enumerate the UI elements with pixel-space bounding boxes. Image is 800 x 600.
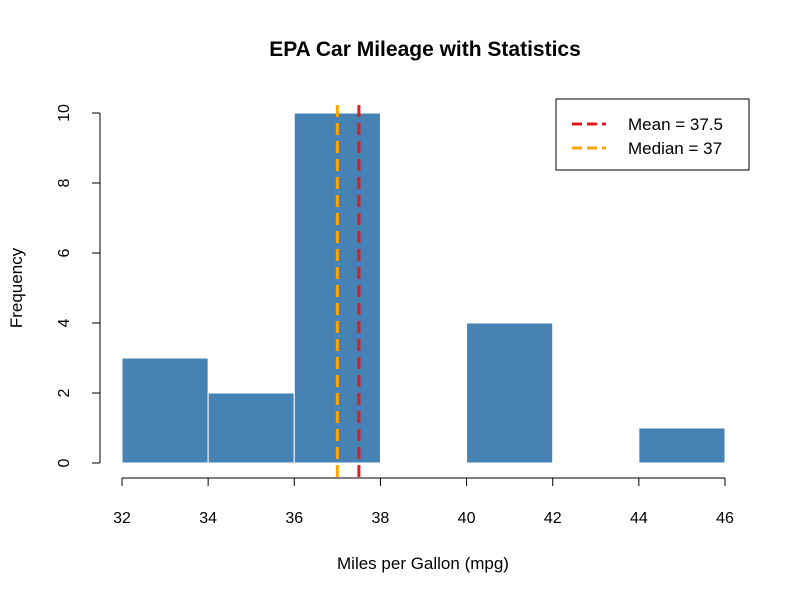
x-tick-label: 44: [630, 510, 648, 527]
y-tick-label: 4: [56, 318, 73, 327]
x-tick-label: 46: [716, 510, 734, 527]
chart-title: EPA Car Mileage with Statistics: [269, 38, 581, 61]
y-tick-label: 6: [56, 248, 73, 257]
x-axis-label: Miles per Gallon (mpg): [337, 554, 509, 573]
x-tick-label: 42: [544, 510, 562, 527]
legend-label: Median = 37: [628, 139, 722, 158]
x-tick-label: 32: [113, 510, 131, 527]
x-axis: 32 34 36 38 40 42 44 46: [113, 477, 734, 527]
legend: Mean = 37.5 Median = 37: [555, 98, 750, 171]
reference-lines: [335, 105, 361, 478]
y-tick-label: 8: [56, 178, 73, 187]
y-axis: 0 2 4 6 8 10: [56, 104, 101, 467]
histogram-bar-32-34: [121, 357, 209, 464]
legend-box: [555, 98, 750, 171]
x-tick-label: 36: [285, 510, 303, 527]
y-tick-label: 10: [56, 104, 73, 122]
histogram-bar-40-42: [466, 322, 554, 464]
x-tick-label: 40: [458, 510, 476, 527]
y-tick-label: 2: [56, 388, 73, 397]
x-tick-label: 34: [199, 510, 217, 527]
histogram-bar-34-36: [207, 392, 295, 464]
y-axis-label: Frequency: [7, 247, 26, 328]
y-tick-label: 0: [56, 458, 73, 467]
x-tick-label: 38: [372, 510, 390, 527]
histogram-bar-44-46: [638, 427, 726, 464]
legend-label: Mean = 37.5: [628, 115, 723, 134]
